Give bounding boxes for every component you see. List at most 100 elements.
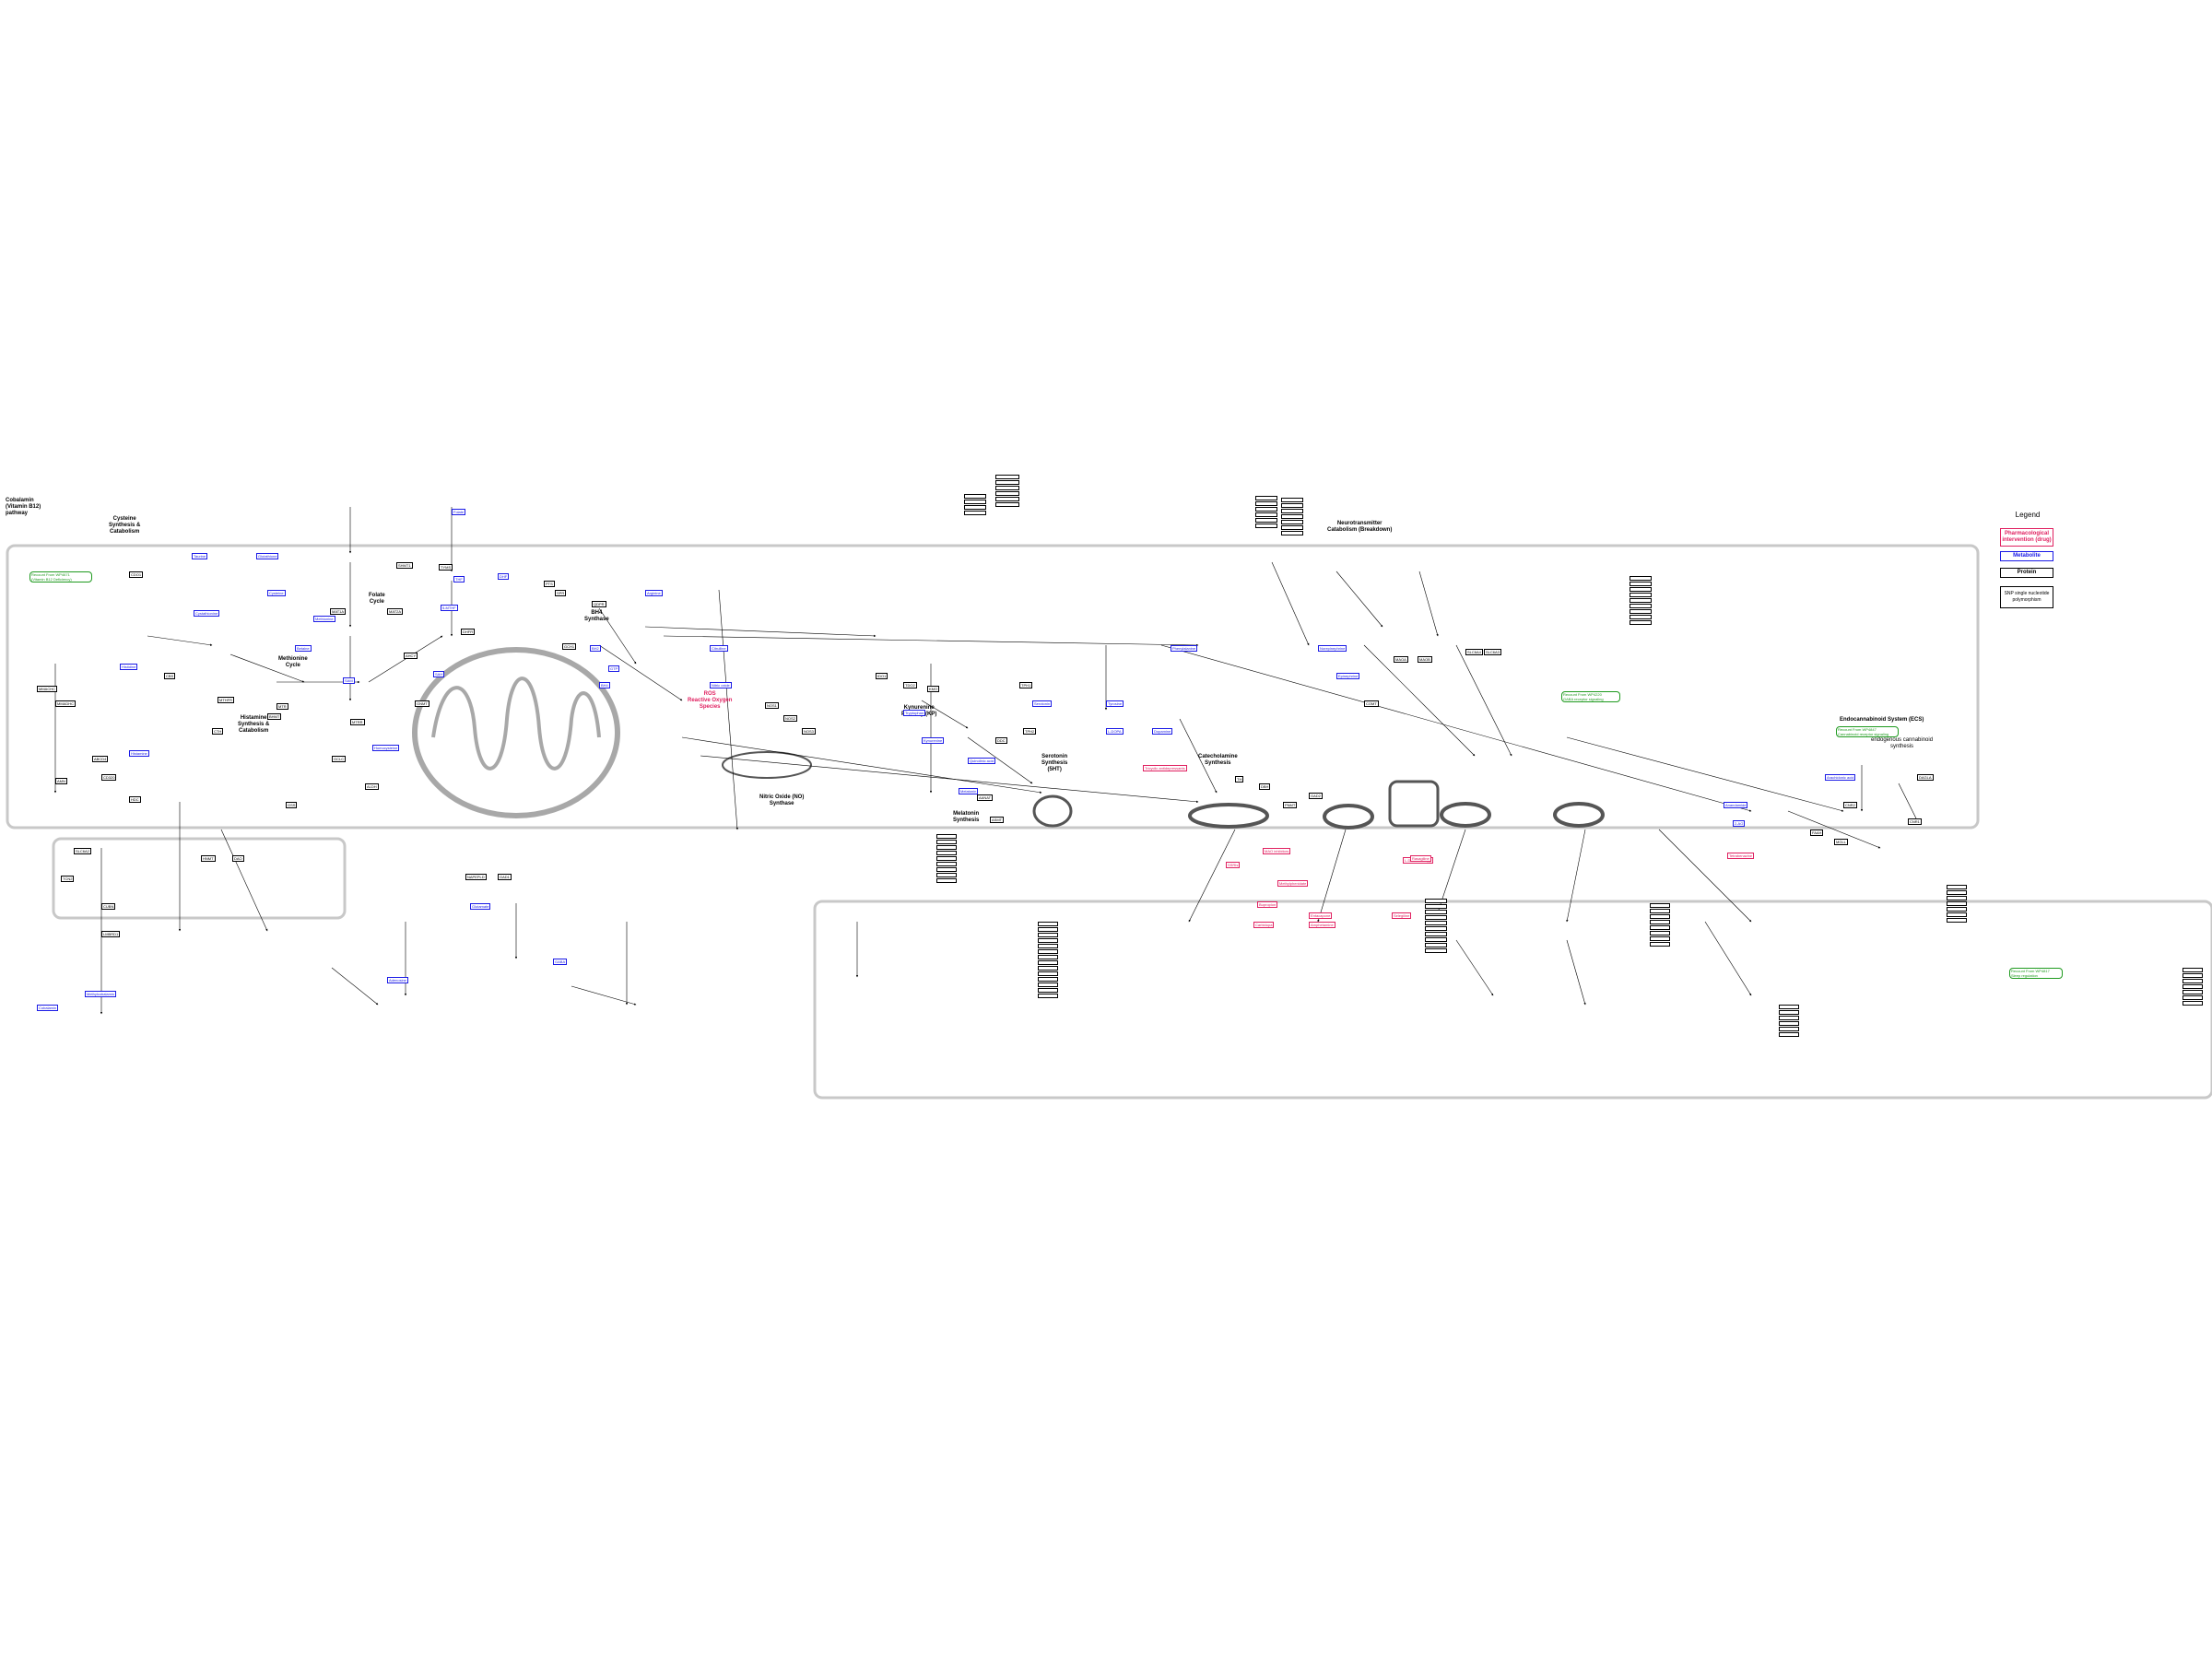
- snp-stack: [1630, 576, 1652, 626]
- protein-node: IDO1: [876, 673, 888, 679]
- protein-node: DHFR: [461, 629, 476, 635]
- protein-node: TH: [1235, 776, 1244, 782]
- protein-node: SHMT1: [396, 562, 413, 569]
- metabolite-node: Cobalamin: [37, 1005, 59, 1011]
- metabolite-node: THF: [453, 576, 465, 582]
- protein-node: NOS1: [765, 702, 779, 709]
- protein-node: GCLC: [332, 756, 347, 762]
- drug-node: Tetrabenazine: [1727, 853, 1755, 859]
- label-ros: ROS Reactive Oxygen Species: [688, 691, 733, 710]
- metabolite-node: GABA: [553, 959, 568, 965]
- protein-node: MGLL: [1834, 839, 1848, 845]
- metabolite-node: Tryptophan: [903, 710, 926, 716]
- protein-node: GCH1: [562, 643, 577, 650]
- legend-protein: Protein: [2000, 568, 2053, 578]
- protein-node: NOS3: [802, 728, 816, 735]
- protein-node: TDO2: [903, 682, 917, 688]
- protein-node: ABCD4: [92, 756, 109, 762]
- metabolite-node: Phenylalanine: [1171, 645, 1198, 652]
- label-bh4: BH4 Synthase: [584, 610, 609, 622]
- label-catecholamine: Catecholamine Synthesis: [1198, 754, 1238, 766]
- metabolite-node: Arginine: [645, 590, 663, 596]
- protein-node: QDPR: [592, 601, 606, 607]
- snp-stack: [964, 494, 986, 516]
- protein-node: BHMT: [267, 713, 282, 720]
- metabolite-node: Folate: [452, 509, 466, 515]
- note-right-top: Recount From WP4847 Cannabinoid receptor…: [1836, 726, 1899, 737]
- lower-pathway-frame: [813, 900, 2212, 1100]
- metabolite-node: DHF: [498, 573, 510, 580]
- metabolite-node: Glutamate: [470, 903, 491, 910]
- metabolite-node: Norepinephrine: [1318, 645, 1347, 652]
- snp-stack: [1947, 885, 1967, 924]
- drug-node: Bupropion: [1257, 901, 1278, 908]
- protein-node: CTH: [212, 728, 224, 735]
- protein-node: ASMT: [990, 817, 1005, 823]
- protein-node: CBS: [164, 673, 176, 679]
- label-serotonin: Serotonin Synthesis (5HT): [1041, 754, 1068, 772]
- metabolite-node: Homocysteine: [372, 745, 400, 751]
- protein-node: HNMT: [201, 855, 216, 862]
- metabolite-node: Dopamine: [1152, 728, 1173, 735]
- metabolite-node: Histidine: [120, 664, 138, 670]
- protein-node: PTS: [544, 581, 555, 587]
- label-melatonin: Melatonin Synthesis: [953, 811, 980, 823]
- note-left: Recount From WP4671 (Vitamin B12 Deficie…: [29, 571, 92, 582]
- protein-node: COMT: [1364, 700, 1379, 707]
- metabolite-node: Cystathionine: [194, 610, 220, 617]
- drug-node: Selegiline: [1392, 912, 1412, 919]
- protein-node: FAAH: [1810, 830, 1824, 836]
- drug-node: SSRIs: [1226, 862, 1241, 868]
- note-right-bottom: Recount From WP4817 Sleep regulation: [2009, 968, 2063, 979]
- protein-node: GNMT: [415, 700, 429, 707]
- metabolite-node: Epinephrine: [1336, 673, 1360, 679]
- protein-node: MTHFR: [218, 697, 234, 703]
- drug-node: Amphetamine: [1309, 922, 1335, 928]
- protein-node: MTRR: [350, 719, 365, 725]
- legend-drug: Pharmacological intervention (drug): [2000, 528, 2053, 547]
- legend-metabolite: Metabolite: [2000, 551, 2053, 561]
- protein-node: KMO: [927, 686, 940, 692]
- protein-node: ALDH: [365, 783, 379, 790]
- protein-node: PNMT: [1283, 802, 1298, 808]
- protein-node: AANAT: [977, 794, 994, 801]
- vesicle-4: [1440, 802, 1491, 828]
- metabolite-node: Taurine: [192, 553, 208, 559]
- label-endo-synthesis: endogenous cannabinoid synthesis: [1871, 737, 1934, 749]
- metabolite-node: Kynurenine: [922, 737, 945, 744]
- protein-node: AHCY: [404, 653, 418, 659]
- metabolite-node: BH2: [590, 645, 601, 652]
- protein-node: CUBN: [101, 903, 116, 910]
- upper-pathway-frame: [6, 544, 1980, 830]
- metabolite-node: BH4: [599, 682, 610, 688]
- protein-node: MAOB: [1418, 656, 1432, 663]
- protein-node: AMN: [55, 778, 67, 784]
- cobalamin-frame: [52, 837, 347, 920]
- protein-node: GSS: [286, 802, 298, 808]
- metabolite-node: Betaine: [295, 645, 312, 652]
- snp-stack: [1038, 922, 1058, 999]
- mitochondrion-outer: [412, 647, 620, 818]
- metabolite-node: Adenosine: [387, 977, 408, 983]
- label-nitric-oxide: Nitric Oxide (NO) Synthase: [759, 794, 805, 806]
- protein-node: DBH: [1259, 783, 1271, 790]
- protein-node: CD320: [101, 774, 117, 781]
- protein-node: MMADHC: [55, 700, 76, 707]
- protein-node: NAPEPLD: [465, 874, 487, 880]
- drug-node: Tricyclic antidepressants: [1143, 765, 1187, 771]
- note-mid: Recount From WP4220 GABA receptor signal…: [1561, 691, 1620, 702]
- metabolite-node: GTP: [608, 665, 620, 672]
- snp-stack: [1425, 899, 1447, 954]
- drug-node: Carbidopa: [1253, 922, 1275, 928]
- metabolite-node: Nitric oxide: [710, 682, 732, 688]
- mitochondrion-cristae: [431, 677, 601, 771]
- metabolite-node: Tyrosine: [1106, 700, 1124, 707]
- protein-node: CNR2: [1843, 802, 1857, 808]
- protein-node: MMACHC: [37, 686, 57, 692]
- protein-node: TPH1: [1019, 682, 1033, 688]
- protein-node: MAT1A: [330, 608, 347, 615]
- protein-node: DAGLA: [1917, 774, 1934, 781]
- label-folate: Folate Cycle: [369, 593, 385, 605]
- snp-stack: [936, 834, 957, 884]
